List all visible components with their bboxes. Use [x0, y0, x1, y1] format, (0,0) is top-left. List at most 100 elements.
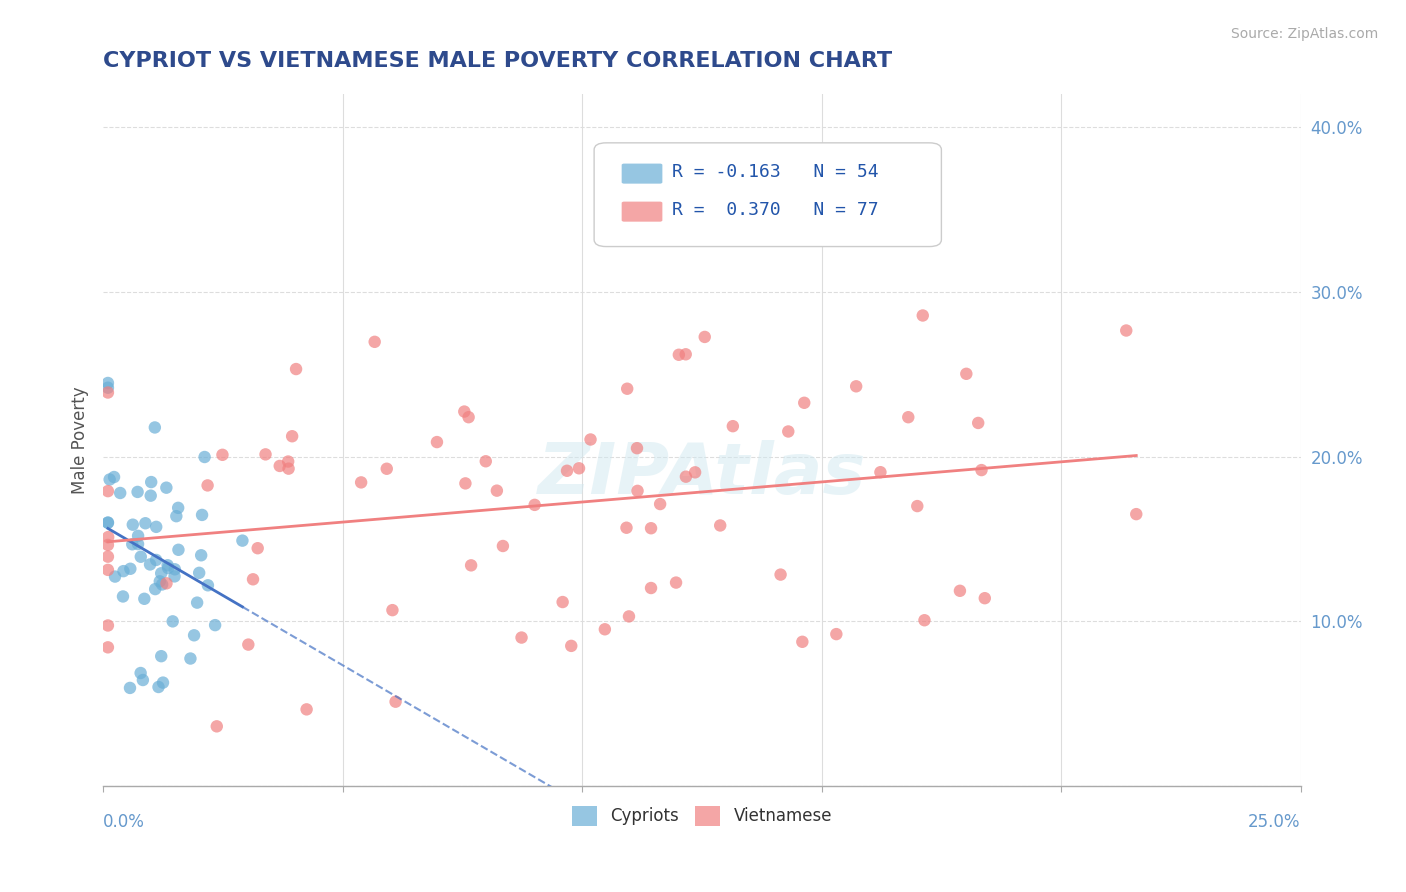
- Point: [295, 702, 318, 716]
- Point: [650, 497, 672, 511]
- Text: 0.0%: 0.0%: [103, 814, 145, 831]
- Point: [118, 681, 141, 695]
- Point: [973, 591, 995, 606]
- Point: [568, 461, 591, 475]
- Point: [693, 330, 716, 344]
- Point: [955, 367, 977, 381]
- Legend: Cypriots, Vietnamese: Cypriots, Vietnamese: [565, 799, 839, 833]
- Point: [112, 564, 135, 578]
- Point: [668, 348, 690, 362]
- Point: [523, 498, 546, 512]
- Point: [254, 447, 277, 461]
- Point: [897, 410, 920, 425]
- Point: [709, 518, 731, 533]
- Point: [197, 578, 219, 592]
- Point: [143, 582, 166, 596]
- Point: [111, 590, 134, 604]
- Point: [683, 466, 706, 480]
- Point: [97, 640, 120, 655]
- Point: [350, 475, 373, 490]
- Point: [97, 516, 120, 530]
- Point: [277, 461, 299, 475]
- Point: [149, 574, 172, 589]
- Point: [104, 569, 127, 583]
- Point: [825, 627, 848, 641]
- Point: [626, 483, 648, 498]
- Point: [150, 649, 173, 664]
- Point: [143, 420, 166, 434]
- Point: [127, 529, 149, 543]
- Point: [460, 558, 482, 573]
- Point: [914, 613, 936, 627]
- Point: [375, 462, 398, 476]
- Point: [190, 549, 212, 563]
- Text: 25.0%: 25.0%: [1249, 814, 1301, 831]
- Point: [194, 450, 217, 464]
- Point: [457, 410, 479, 425]
- Point: [792, 635, 814, 649]
- Point: [778, 425, 800, 439]
- Text: R =  0.370   N = 77: R = 0.370 N = 77: [672, 201, 879, 219]
- Point: [139, 558, 162, 572]
- Point: [616, 382, 638, 396]
- Point: [156, 558, 179, 573]
- Point: [281, 429, 304, 443]
- Point: [285, 362, 308, 376]
- Point: [183, 628, 205, 642]
- Point: [163, 562, 186, 576]
- Point: [905, 499, 928, 513]
- Point: [97, 530, 120, 544]
- Point: [103, 470, 125, 484]
- Point: [793, 396, 815, 410]
- Point: [97, 484, 120, 499]
- Point: [617, 609, 640, 624]
- Point: [165, 509, 187, 524]
- Point: [167, 542, 190, 557]
- Point: [277, 454, 299, 468]
- Point: [134, 591, 156, 606]
- Point: [179, 651, 201, 665]
- Point: [162, 615, 184, 629]
- Point: [211, 448, 233, 462]
- Point: [97, 376, 120, 390]
- Point: [616, 521, 638, 535]
- Point: [269, 458, 291, 473]
- Point: [205, 719, 228, 733]
- Point: [769, 567, 792, 582]
- Point: [97, 618, 120, 632]
- Point: [675, 347, 697, 361]
- Point: [246, 541, 269, 556]
- Point: [141, 475, 163, 489]
- Point: [721, 419, 744, 434]
- Point: [1115, 324, 1137, 338]
- Point: [145, 553, 167, 567]
- Point: [157, 561, 180, 575]
- Point: [454, 476, 477, 491]
- Point: [675, 469, 697, 483]
- Point: [492, 539, 515, 553]
- Point: [593, 622, 616, 636]
- Point: [155, 481, 177, 495]
- Text: ZIPAtlas: ZIPAtlas: [537, 440, 866, 509]
- Point: [145, 520, 167, 534]
- Point: [97, 385, 120, 400]
- Point: [129, 549, 152, 564]
- Point: [152, 675, 174, 690]
- Point: [510, 631, 533, 645]
- Point: [191, 508, 214, 522]
- Point: [97, 563, 120, 577]
- Point: [485, 483, 508, 498]
- Point: [155, 576, 177, 591]
- Point: [150, 577, 173, 591]
- Text: CYPRIOT VS VIETNAMESE MALE POVERTY CORRELATION CHART: CYPRIOT VS VIETNAMESE MALE POVERTY CORRE…: [103, 51, 893, 70]
- Point: [640, 521, 662, 535]
- FancyBboxPatch shape: [621, 163, 662, 184]
- Point: [242, 572, 264, 586]
- Point: [967, 416, 990, 430]
- Point: [121, 537, 143, 551]
- FancyBboxPatch shape: [621, 202, 662, 222]
- Point: [139, 489, 162, 503]
- Point: [551, 595, 574, 609]
- Point: [127, 484, 149, 499]
- Y-axis label: Male Poverty: Male Poverty: [72, 386, 89, 494]
